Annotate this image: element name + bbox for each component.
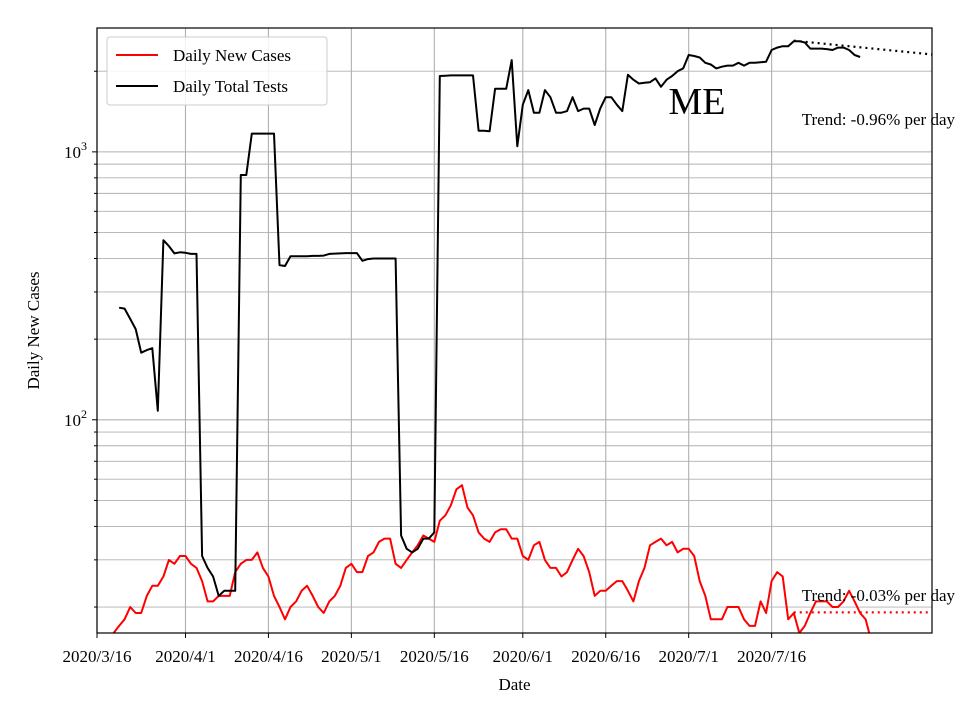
- trend-line-daily-total-tests: [793, 39, 932, 56]
- trend-label-new-cases: Trend: -0.03% per day: [802, 586, 956, 605]
- plot-frame: [96, 27, 933, 634]
- legend: Daily New Cases Daily Total Tests: [106, 36, 328, 106]
- x-tick-label: 2020/3/16: [63, 647, 132, 666]
- y-tick-label: 103: [64, 139, 87, 162]
- x-tick-label: 2020/5/16: [400, 647, 469, 666]
- legend-box: [106, 36, 328, 106]
- trend-label-total-tests: Trend: -0.96% per day: [802, 110, 956, 129]
- x-tick-label: 2020/7/1: [658, 647, 718, 666]
- x-tick-label: 2020/6/1: [493, 647, 553, 666]
- chart-title: ME: [669, 81, 726, 123]
- x-tick-label: 2020/4/16: [234, 647, 303, 666]
- x-tick-label: 2020/5/1: [321, 647, 381, 666]
- series-line-daily-total-tests: [118, 40, 861, 597]
- legend-label-daily-new-cases: Daily New Cases: [173, 46, 291, 65]
- legend-label-daily-total-tests: Daily Total Tests: [173, 77, 288, 96]
- y-axis-label: Daily New Cases: [24, 271, 43, 389]
- axis-ticks: 102 103 2020/3/16 2020/4/1 2020/4/16 2020/5/1…: [63, 70, 806, 666]
- x-axis-label: Date: [498, 675, 530, 694]
- series-line-daily-new-cases: [112, 484, 871, 633]
- series-layer: [112, 39, 932, 633]
- y-tick-label: 102: [64, 407, 87, 430]
- x-tick-label: 2020/4/1: [155, 647, 215, 666]
- x-tick-label: 2020/7/16: [737, 647, 806, 666]
- x-tick-label: 2020/6/16: [571, 647, 640, 666]
